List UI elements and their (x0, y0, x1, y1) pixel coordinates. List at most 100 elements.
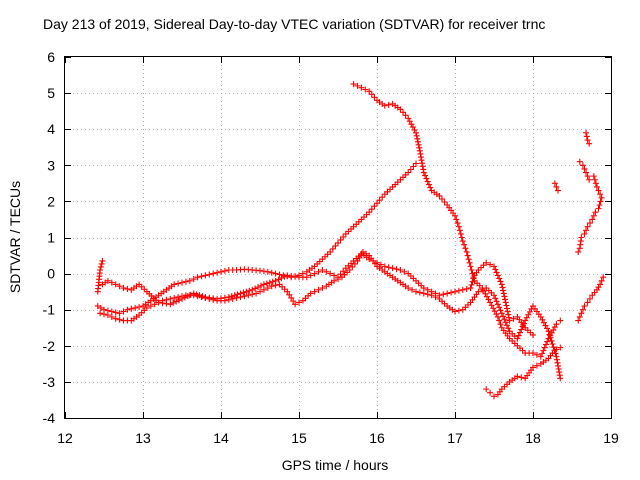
data-point (112, 309, 119, 316)
data-point (453, 216, 460, 223)
data-point (237, 290, 244, 297)
data-point (112, 315, 119, 322)
data-point (147, 303, 154, 310)
data-point (272, 270, 279, 277)
data-point (494, 313, 501, 320)
data-point (537, 353, 544, 360)
data-point (327, 270, 334, 277)
data-point (503, 302, 510, 309)
data-point (457, 230, 464, 237)
data-point (589, 216, 596, 223)
data-point (225, 294, 232, 301)
data-point (368, 206, 375, 213)
data-point (557, 375, 564, 382)
data-point (167, 301, 174, 308)
data-point (427, 184, 434, 191)
data-point (288, 273, 295, 280)
data-point (454, 220, 461, 227)
data-point (231, 292, 238, 299)
data-point (266, 279, 273, 286)
data-point (530, 331, 536, 338)
data-point (337, 271, 344, 278)
data-point (416, 144, 423, 151)
data-point (97, 263, 104, 270)
data-point (132, 304, 139, 311)
data-point (575, 317, 582, 324)
data-point (319, 285, 326, 292)
data-point (246, 287, 253, 294)
data-point (332, 242, 339, 249)
data-point (510, 315, 517, 322)
data-point (414, 138, 421, 145)
data-point (423, 175, 430, 182)
data-point (459, 286, 466, 293)
data-point (116, 316, 123, 323)
data-point (444, 290, 451, 297)
data-point (428, 288, 435, 295)
data-point (170, 299, 177, 306)
data-point (414, 135, 421, 142)
data-point (459, 238, 466, 245)
data-point (264, 285, 271, 292)
data-point (467, 285, 474, 292)
y-tick-label: 4 (47, 121, 55, 137)
data-point (329, 245, 336, 252)
data-point (597, 281, 604, 288)
data-point (108, 308, 115, 315)
data-point (584, 173, 591, 180)
data-point (579, 306, 586, 313)
data-point (288, 294, 295, 301)
data-point (553, 356, 560, 363)
data-point (371, 94, 378, 101)
data-point (517, 329, 523, 336)
data-point (245, 292, 252, 299)
data-point (487, 261, 494, 268)
data-point (496, 304, 503, 311)
data-point (389, 265, 396, 272)
data-point (475, 288, 482, 295)
data-point (432, 290, 439, 297)
data-point (418, 157, 425, 164)
data-point (340, 268, 347, 275)
data-point (281, 273, 288, 280)
data-point (502, 296, 509, 303)
x-tick-label: 14 (213, 430, 229, 446)
data-point (335, 239, 341, 246)
data-point (579, 162, 586, 169)
data-point (340, 233, 347, 240)
x-tick-label: 18 (525, 430, 541, 446)
x-tick-labels: 12 13 14 15 16 17 18 19 (57, 430, 619, 446)
data-point (593, 183, 600, 190)
data-point (553, 321, 560, 328)
y-tick-label: -3 (43, 374, 56, 390)
data-point (555, 362, 562, 369)
data-point (362, 86, 369, 93)
data-point (351, 260, 358, 267)
data-point (182, 278, 189, 285)
data-point (545, 328, 552, 335)
data-point (540, 347, 547, 354)
data-point (151, 301, 158, 308)
data-point (470, 274, 477, 281)
data-point (319, 266, 326, 273)
data-point (592, 209, 599, 216)
data-point (416, 147, 423, 154)
data-point (557, 317, 564, 324)
data-point (461, 241, 468, 248)
data-point (108, 279, 115, 286)
data-point (202, 272, 209, 279)
y-tick-label: 6 (47, 49, 55, 65)
data-point (496, 317, 503, 324)
data-point (502, 319, 509, 326)
data-point (311, 288, 318, 295)
data-point (268, 283, 275, 290)
x-tick-label: 19 (603, 430, 619, 446)
data-point (263, 280, 270, 287)
data-point (553, 346, 560, 353)
data-point (505, 311, 512, 318)
data-point (171, 281, 178, 288)
data-point (415, 141, 422, 148)
data-point (502, 299, 509, 306)
data-point (159, 300, 166, 307)
chart-title: Day 213 of 2019, Sidereal Day-to-day VTE… (43, 16, 545, 32)
